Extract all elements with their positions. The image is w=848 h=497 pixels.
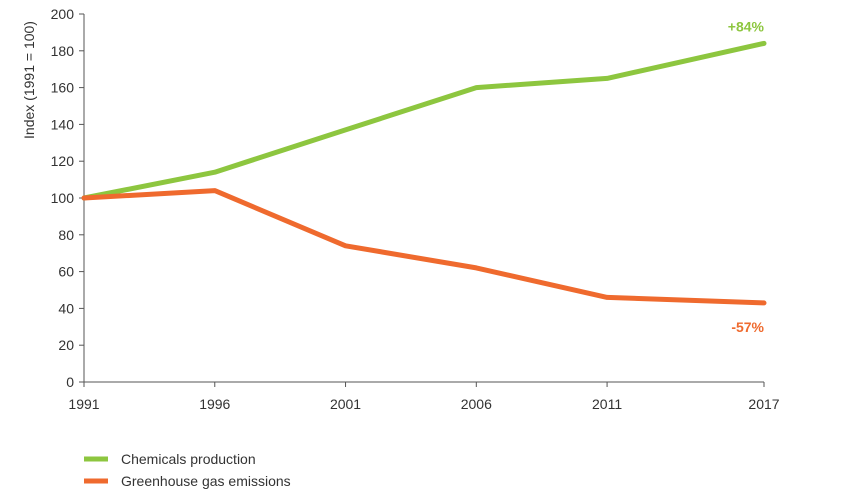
series-line-0 xyxy=(81,40,767,201)
x-tick-label: 1991 xyxy=(68,396,99,412)
legend-label-1: Greenhouse gas emissions xyxy=(121,473,291,489)
y-tick-label: 20 xyxy=(58,337,74,353)
end-labels: +84% -57% xyxy=(728,18,765,334)
y-axis: 0 20 40 60 80 100 120 140 160 180 200 xyxy=(51,6,84,390)
y-tick-label: 160 xyxy=(51,80,75,96)
x-tick-label: 2017 xyxy=(748,396,779,412)
x-tick-label: 2001 xyxy=(330,396,361,412)
y-tick-label: 60 xyxy=(58,264,74,280)
x-tick-label: 1996 xyxy=(199,396,230,412)
x-tick-label: 2006 xyxy=(461,396,492,412)
y-tick-label: 0 xyxy=(66,374,74,390)
y-tick-label: 40 xyxy=(58,300,74,316)
x-tick-label: 2011 xyxy=(592,396,622,412)
y-tick-label: 180 xyxy=(51,43,75,59)
legend: Chemicals production Greenhouse gas emiss… xyxy=(84,451,291,489)
y-tick-label: 120 xyxy=(51,153,75,169)
legend-label-0: Chemicals production xyxy=(121,451,256,467)
series-lines xyxy=(81,40,767,306)
y-tick-label: 100 xyxy=(51,190,75,206)
x-axis: 1991 1996 2001 2006 2011 2017 xyxy=(68,382,780,412)
end-label-1: -57% xyxy=(731,319,764,335)
y-axis-label: Index (1991 = 100) xyxy=(21,21,37,139)
end-label-0: +84% xyxy=(728,18,765,34)
y-tick-label: 80 xyxy=(58,227,74,243)
series-line-1 xyxy=(81,188,767,306)
y-tick-label: 200 xyxy=(51,6,75,22)
y-tick-label: 140 xyxy=(51,116,75,132)
